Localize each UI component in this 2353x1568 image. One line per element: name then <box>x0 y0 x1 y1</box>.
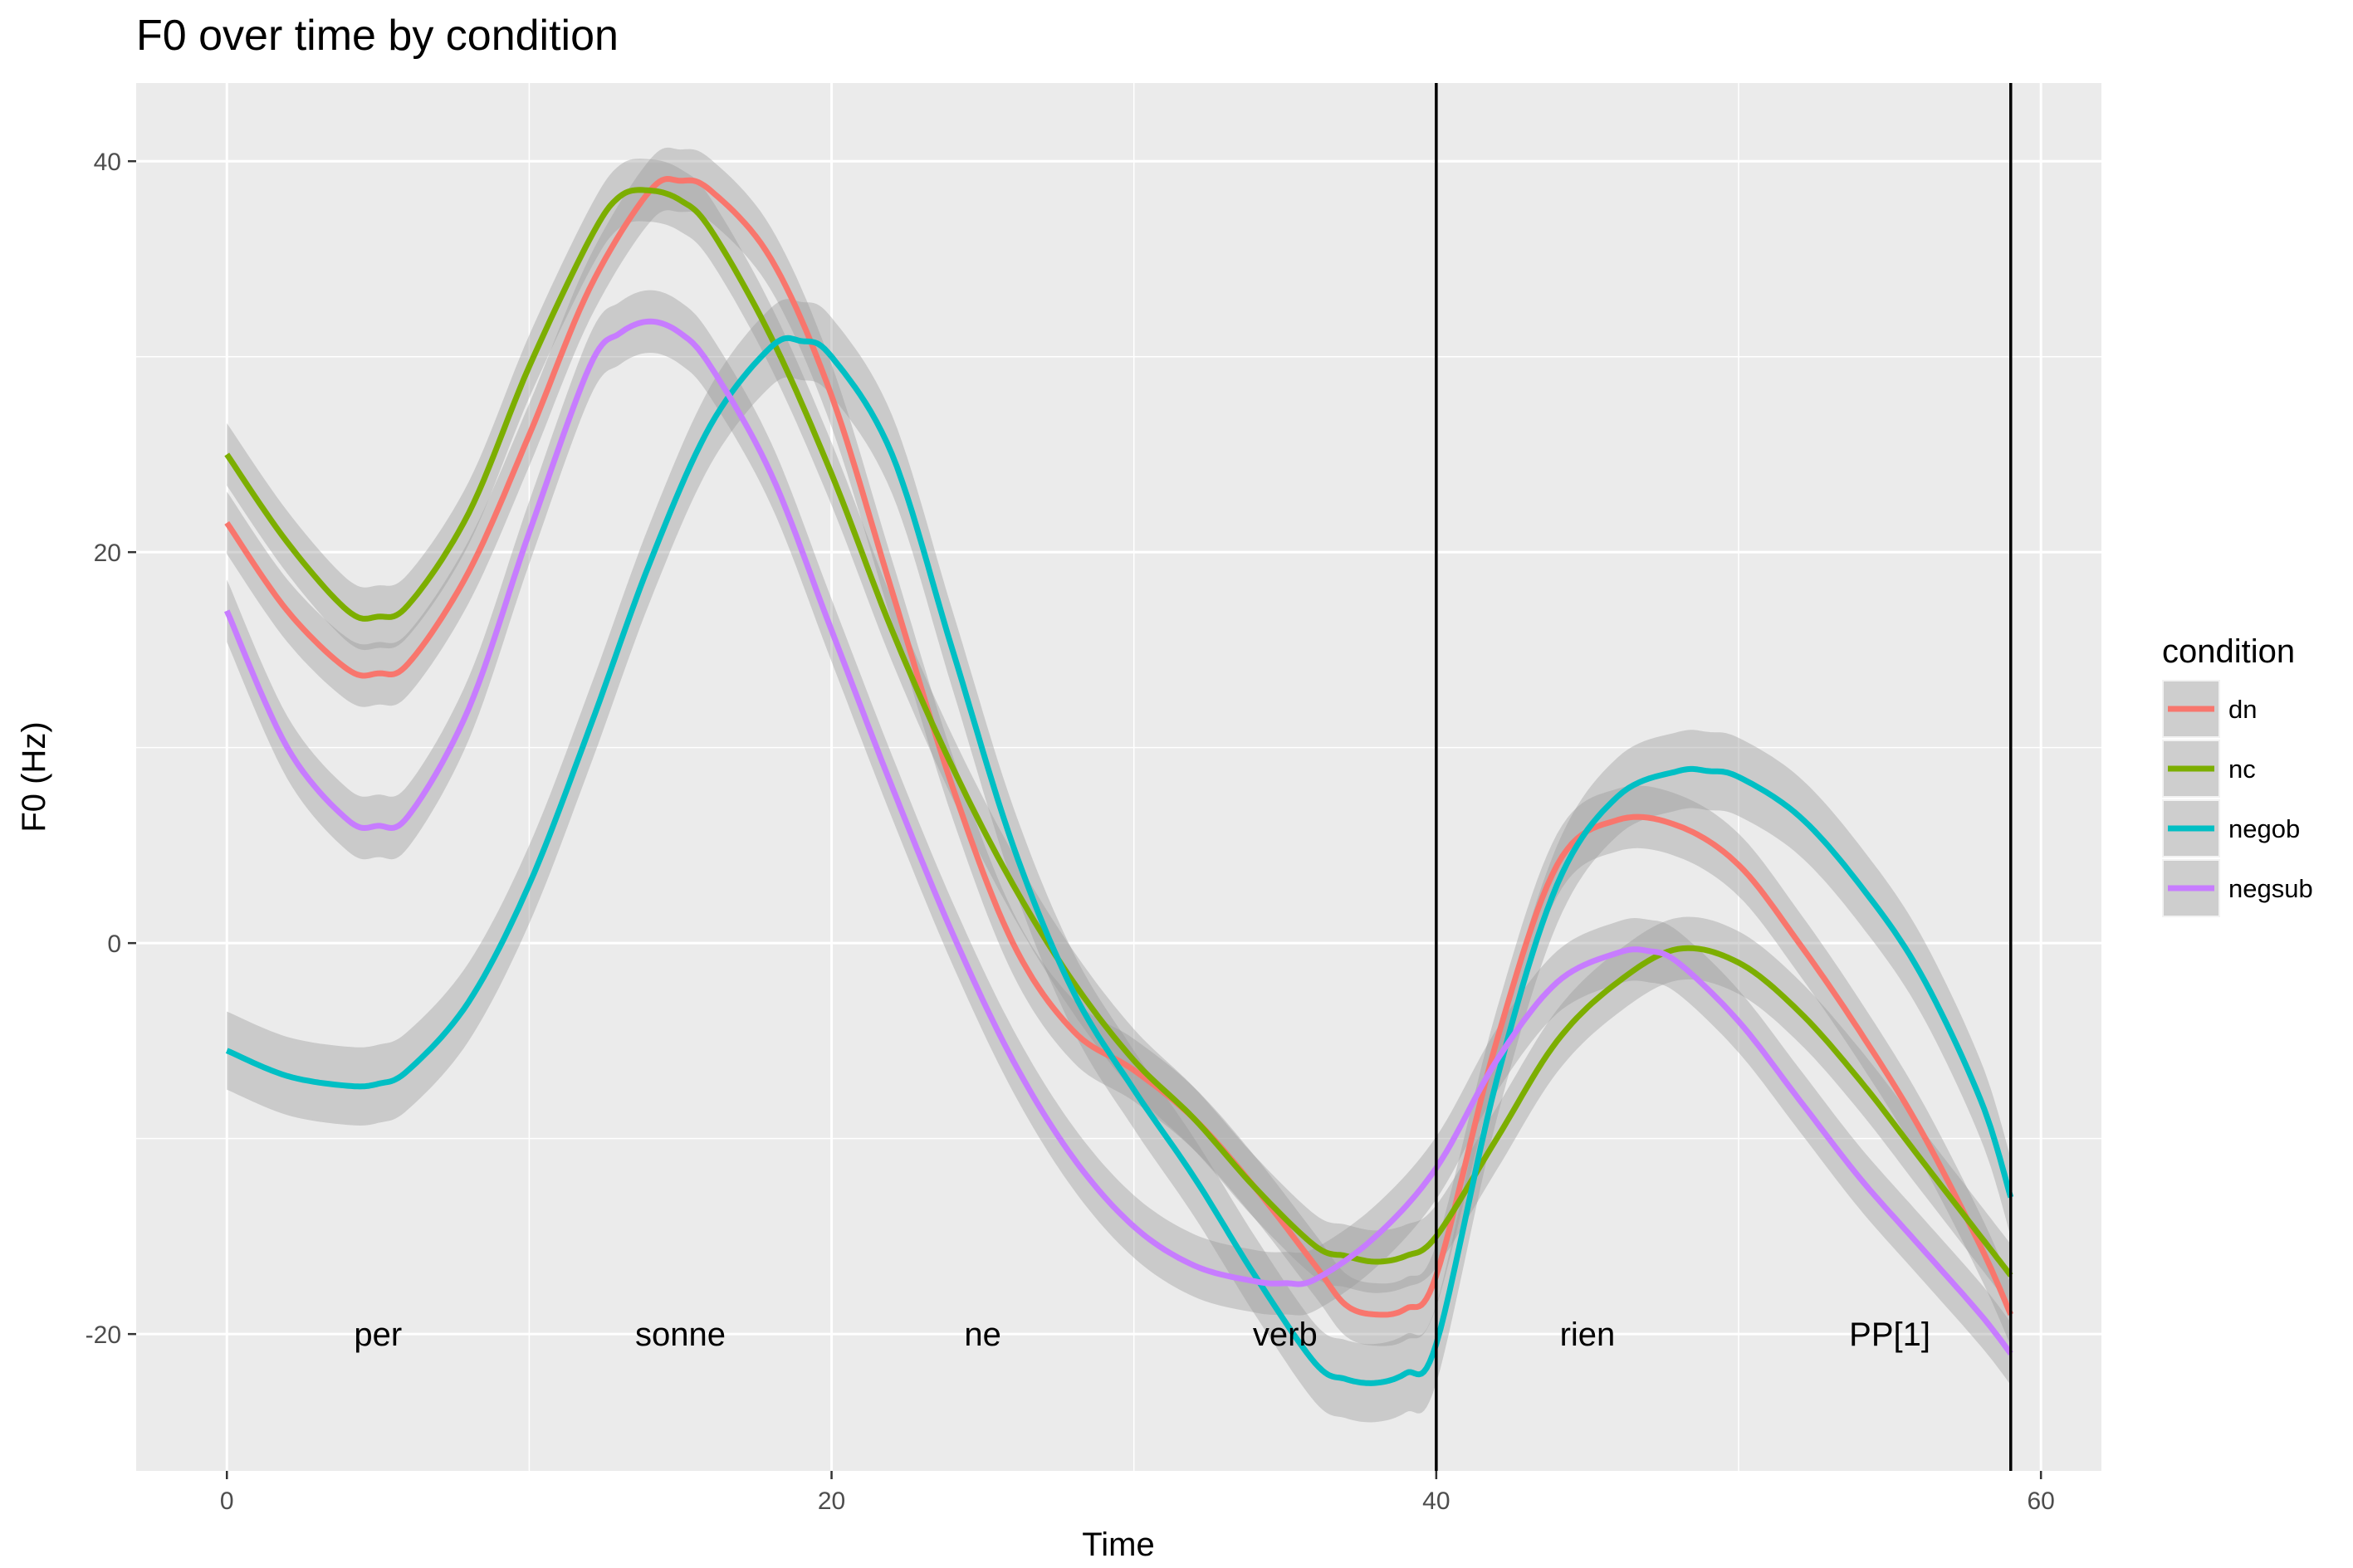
legend-label: nc <box>2228 755 2256 784</box>
segment-label: ne <box>964 1316 1001 1353</box>
segment-label: per <box>354 1316 402 1353</box>
y-tick-label: 0 <box>107 931 121 958</box>
plot-panel <box>136 83 2101 1471</box>
y-axis-title: F0 (Hz) <box>16 721 52 832</box>
chart-title: F0 over time by condition <box>136 12 619 60</box>
segment-labels: per sonne ne verb rien PP[1] <box>354 1316 1930 1353</box>
legend-label: negsub <box>2228 874 2313 903</box>
legend-label: dn <box>2228 695 2257 724</box>
axes: 0 20 40 60 -20 0 20 40 <box>86 149 2055 1515</box>
legend-item-nc: nc <box>2162 740 2256 798</box>
legend-items: dn nc negob negsub <box>2162 680 2313 917</box>
legend: condition dn nc negob negsub <box>2162 633 2313 917</box>
x-axis-title: Time <box>1082 1526 1154 1563</box>
legend-item-negsub: negsub <box>2162 859 2313 917</box>
band-nc <box>227 159 2011 1307</box>
series-lines <box>223 176 2014 1386</box>
legend-title: condition <box>2162 633 2295 670</box>
y-tick-label: 40 <box>94 149 121 176</box>
segment-label: verb <box>1253 1316 1318 1353</box>
line-dn <box>224 176 2013 1318</box>
line-negsub <box>223 318 2013 1356</box>
x-tick-label: 60 <box>2027 1487 2054 1515</box>
line-nc <box>224 187 2013 1277</box>
segment-label: sonne <box>635 1316 726 1353</box>
y-tick-label: 20 <box>94 540 121 567</box>
segment-label: rien <box>1560 1316 1616 1353</box>
legend-item-dn: dn <box>2162 680 2257 738</box>
x-tick-label: 20 <box>818 1487 845 1515</box>
legend-label: negob <box>2228 814 2300 843</box>
grid-layer <box>136 83 2101 1471</box>
confidence-bands <box>227 147 2011 1423</box>
x-tick-label: 40 <box>1422 1487 1450 1515</box>
boundary-lines <box>1435 83 2013 1471</box>
legend-item-negob: negob <box>2162 799 2300 857</box>
y-tick-label: -20 <box>86 1321 121 1349</box>
x-tick-label: 0 <box>220 1487 234 1515</box>
segment-label: PP[1] <box>1849 1316 1930 1353</box>
line-negob <box>225 335 2014 1386</box>
